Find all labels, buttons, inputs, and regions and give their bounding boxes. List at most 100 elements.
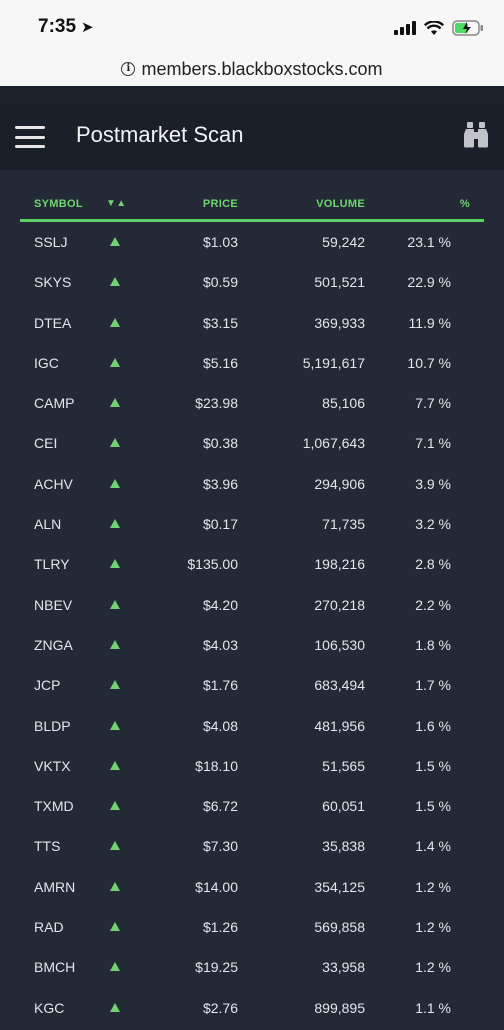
percent-cell: 3.2 % (415, 516, 451, 533)
table-body: SSLJ $1.03 59,242 23.1 % SKYS $0.59 501,521 22.… (20, 222, 484, 1028)
top-gap (0, 86, 504, 104)
table-row[interactable]: BLDP $4.08 481,956 1.6 % (20, 706, 484, 746)
table-row[interactable]: KGC $2.76 899,895 1.1 % (20, 988, 484, 1028)
symbol-cell: TXMD (34, 798, 74, 815)
volume-cell: 354,125 (314, 878, 365, 895)
menu-icon[interactable] (15, 126, 45, 148)
up-arrow-icon (110, 760, 120, 770)
symbol-cell: CAMP (34, 395, 75, 412)
volume-cell: 59,242 (322, 234, 365, 250)
price-cell: $1.03 (202, 234, 238, 250)
table-row[interactable]: NBEV $4.20 270,218 2.2 % (20, 585, 484, 625)
table-row[interactable]: IGC $5.16 5,191,617 10.7 % (20, 343, 484, 383)
table-row[interactable]: JCP $1.76 683,494 1.7 % (20, 665, 484, 705)
up-arrow-icon (110, 922, 120, 932)
volume-cell: 85,106 (322, 395, 365, 412)
up-arrow-icon (110, 639, 120, 649)
price-cell: $6.72 (202, 798, 238, 815)
address-bar[interactable]: i members.blackboxstocks.com (0, 56, 504, 82)
up-arrow-icon (110, 478, 120, 488)
up-arrow-icon (110, 398, 120, 408)
volume-cell: 71,735 (322, 516, 365, 533)
table-row[interactable]: TXMD $6.72 60,051 1.5 % (20, 786, 484, 826)
price-cell: $18.10 (195, 757, 238, 774)
cellular-signal-icon (394, 21, 416, 35)
table-row[interactable]: VKTX $18.10 51,565 1.5 % (20, 746, 484, 786)
table-row[interactable]: SKYS $0.59 501,521 22.9 % (20, 262, 484, 302)
volume-cell: 683,494 (314, 677, 365, 694)
percent-cell: 1.4 % (415, 838, 451, 855)
percent-cell: 2.2 % (415, 596, 451, 613)
symbol-cell: CEI (34, 435, 58, 452)
volume-cell: 569,858 (314, 919, 365, 936)
price-cell: $1.26 (202, 919, 238, 936)
up-arrow-icon (110, 1002, 120, 1012)
volume-cell: 270,218 (314, 596, 365, 613)
table-row[interactable]: TLRY $135.00 198,216 2.8 % (20, 544, 484, 584)
battery-charging-icon (452, 20, 484, 36)
up-arrow-icon (110, 357, 120, 367)
volume-cell: 294,906 (314, 475, 365, 492)
volume-cell: 106,530 (314, 636, 365, 653)
table-row[interactable]: SSLJ $1.03 59,242 23.1 % (20, 222, 484, 262)
table-row[interactable]: ALN $0.17 71,735 3.2 % (20, 504, 484, 544)
url-text: members.blackboxstocks.com (141, 58, 383, 79)
table-row[interactable]: BMCH $19.25 33,958 1.2 % (20, 947, 484, 987)
sort-toggle-icon[interactable]: ▼▲ (106, 198, 127, 209)
table-row[interactable]: DTEA $3.15 369,933 11.9 % (20, 303, 484, 343)
binoculars-icon[interactable] (464, 122, 488, 153)
up-arrow-icon (110, 841, 120, 851)
column-header-price[interactable]: PRICE (202, 198, 238, 210)
table-row[interactable]: ZNGA $4.03 106,530 1.8 % (20, 625, 484, 665)
symbol-cell: ACHV (34, 475, 73, 492)
percent-cell: 11.9 % (408, 314, 451, 331)
price-cell: $2.76 (202, 999, 238, 1016)
up-arrow-icon (110, 277, 120, 287)
up-arrow-icon (110, 317, 120, 327)
volume-cell: 198,216 (314, 556, 365, 573)
price-cell: $1.76 (202, 677, 238, 694)
up-arrow-icon (110, 680, 120, 690)
price-cell: $0.17 (202, 516, 238, 533)
price-cell: $3.96 (202, 475, 238, 492)
up-arrow-icon (110, 237, 120, 246)
status-time-text: 7:35 (38, 16, 77, 37)
up-arrow-icon (110, 519, 120, 529)
column-header-symbol[interactable]: SYMBOL (34, 198, 83, 210)
up-arrow-icon (110, 559, 120, 569)
price-cell: $5.16 (202, 354, 238, 371)
percent-cell: 1.2 % (415, 919, 451, 936)
percent-cell: 1.2 % (415, 959, 451, 976)
wifi-icon (424, 20, 444, 36)
table-row[interactable]: CEI $0.38 1,067,643 7.1 % (20, 423, 484, 463)
price-cell: $4.03 (202, 636, 238, 653)
price-cell: $135.00 (187, 556, 238, 573)
percent-cell: 10.7 % (407, 354, 451, 371)
price-cell: $7.30 (202, 838, 238, 855)
price-cell: $23.98 (195, 395, 238, 412)
symbol-cell: IGC (34, 354, 59, 371)
table-row[interactable]: AMRN $14.00 354,125 1.2 % (20, 867, 484, 907)
status-time: 7:35 ➤ (38, 16, 94, 38)
symbol-cell: TLRY (34, 556, 70, 573)
percent-cell: 1.1 % (415, 999, 451, 1016)
symbol-cell: NBEV (34, 596, 73, 613)
app-header: Postmarket Scan (0, 104, 504, 170)
price-cell: $0.59 (202, 274, 238, 291)
volume-cell: 35,838 (322, 838, 365, 855)
price-cell: $14.00 (195, 878, 238, 895)
symbol-cell: AMRN (34, 878, 76, 895)
price-cell: $4.08 (202, 717, 238, 734)
table-row[interactable]: CAMP $23.98 85,106 7.7 % (20, 383, 484, 423)
table-row[interactable]: TTS $7.30 35,838 1.4 % (20, 826, 484, 866)
symbol-cell: BLDP (34, 717, 71, 734)
table-row[interactable]: ACHV $3.96 294,906 3.9 % (20, 464, 484, 504)
table-row[interactable]: RAD $1.26 569,858 1.2 % (20, 907, 484, 947)
info-icon[interactable]: i (121, 62, 136, 76)
symbol-cell: SKYS (34, 274, 72, 291)
column-header-percent[interactable]: % (459, 198, 470, 210)
status-icons (394, 20, 484, 36)
up-arrow-icon (110, 801, 120, 811)
column-header-volume[interactable]: VOLUME (316, 198, 365, 210)
symbol-cell: TTS (34, 838, 61, 855)
